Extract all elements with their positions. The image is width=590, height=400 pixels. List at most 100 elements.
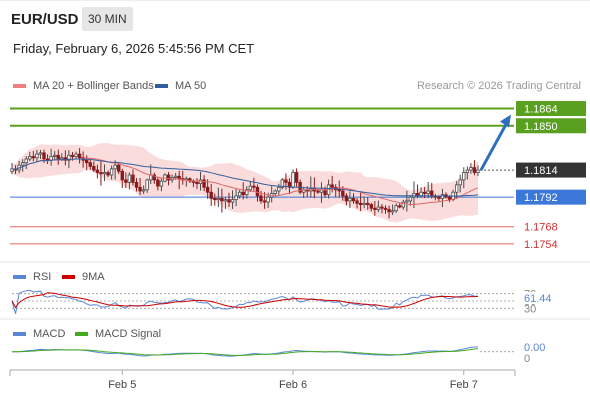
candle-body [166, 174, 171, 181]
candle-body [248, 185, 253, 191]
legend-swatch-ma20 [13, 84, 26, 88]
candle-body [259, 195, 263, 202]
candle-body [177, 175, 181, 180]
candle-body [35, 153, 39, 159]
candle-body [255, 186, 260, 197]
price-label-box-resistance-1 [516, 118, 586, 134]
candle-body [348, 197, 352, 202]
candle-body [95, 169, 100, 173]
timeframe-badge[interactable]: 30 MIN [82, 7, 133, 31]
candle-body [355, 200, 359, 204]
candle-body [344, 195, 349, 202]
ma50-line [11, 158, 479, 197]
rsi-value-bg [522, 292, 554, 304]
candle-body [213, 197, 217, 201]
price-levels [10, 107, 514, 245]
time-axis: Feb 5 Feb 6 Feb 7 [9, 369, 516, 391]
candle-body [316, 190, 320, 193]
forecast-arrow [479, 121, 509, 171]
legend-label-rsi-ma: 9MA [82, 271, 105, 283]
price-label-pivot-3: 1.1792 [524, 192, 558, 204]
candle-body [70, 154, 75, 157]
candle-body [173, 175, 178, 178]
legend-label-rsi: RSI [33, 271, 52, 283]
rsi-panel: 70503061.44 [11, 289, 554, 315]
bollinger-band-fill [12, 143, 478, 223]
candle-body [216, 197, 221, 201]
candle-body [369, 204, 373, 209]
candle-body [373, 207, 377, 210]
macd-signal-line [12, 348, 479, 356]
time-axis-label-0: Feb 5 [108, 379, 136, 391]
legend-swatch-rsi-ma [62, 275, 75, 279]
candle-body [458, 179, 462, 186]
candle-body [469, 167, 473, 171]
candle-body [291, 172, 295, 188]
moving-averages [11, 157, 479, 206]
price-level-labels: 1.1864 1.1850 1.1814 1.1792 1.1768 1.1754 [516, 101, 586, 251]
macd-value-label: 0.00 [524, 342, 545, 354]
candle-body [131, 174, 135, 183]
legend-swatch-macd-signal [75, 332, 88, 336]
candle-body [362, 202, 366, 205]
legend-swatch-macd [13, 332, 26, 336]
candle-body [390, 210, 395, 213]
candle-body [277, 186, 281, 192]
legend-macd: MACD [13, 328, 65, 340]
candle-body [351, 197, 356, 202]
price-label-box-resistance-0 [516, 101, 586, 117]
price-label-last-2: 1.1814 [524, 165, 558, 177]
legend-swatch-rsi [13, 275, 26, 279]
candle-body [117, 164, 121, 172]
candle-body [159, 180, 164, 187]
macd-panel: 0.000 [12, 342, 545, 365]
candle-body [109, 168, 114, 176]
candle-body [60, 157, 64, 160]
candle-body [394, 205, 398, 212]
chart-datetime: Friday, February 6, 2026 5:45:56 PM CET [13, 41, 255, 56]
research-credit: Research © 2026 Trading Central [416, 80, 581, 92]
candle-body [280, 179, 285, 188]
candle-body [156, 179, 160, 187]
candle-body [284, 179, 288, 183]
candle-body [437, 196, 441, 199]
time-axis-label-1: Feb 6 [279, 379, 307, 391]
candle-body [330, 184, 334, 188]
price-label-resistance-0: 1.1864 [524, 104, 558, 116]
price-label-support-5: 1.1754 [524, 239, 558, 251]
candle-body [202, 179, 206, 188]
candle-body [205, 186, 210, 193]
candle-body [376, 206, 381, 210]
candle-body [74, 153, 78, 157]
rsi-line [11, 289, 478, 314]
symbol-title: EUR/USD [11, 11, 79, 28]
candle-body [447, 196, 452, 201]
candle-body [230, 199, 235, 203]
candle-body [152, 174, 156, 181]
candle-body [337, 189, 341, 192]
candle-body [273, 190, 277, 194]
candle-body [422, 191, 427, 194]
candle-body [223, 199, 228, 202]
candle-body [294, 172, 299, 183]
legend-macd-signal: MACD Signal [75, 328, 161, 340]
candle-body [266, 196, 270, 203]
candle-body [31, 156, 36, 159]
forecast-arrow-group [479, 114, 511, 171]
candle-body [134, 181, 139, 188]
candle-body [127, 174, 132, 183]
bollinger-bands [12, 143, 478, 223]
price-label-support-4: 1.1768 [524, 222, 558, 234]
candle-body [85, 159, 89, 164]
price-label-box-pivot-3 [516, 189, 586, 205]
candle-body [52, 154, 57, 157]
candle-body [92, 165, 96, 171]
candle-body [124, 179, 128, 183]
candle-body [387, 209, 391, 213]
candle-body [366, 202, 370, 205]
candle-body [358, 202, 363, 205]
time-axis-label-2: Feb 7 [450, 379, 478, 391]
ma20-line [11, 157, 479, 206]
candle-body [476, 169, 480, 173]
